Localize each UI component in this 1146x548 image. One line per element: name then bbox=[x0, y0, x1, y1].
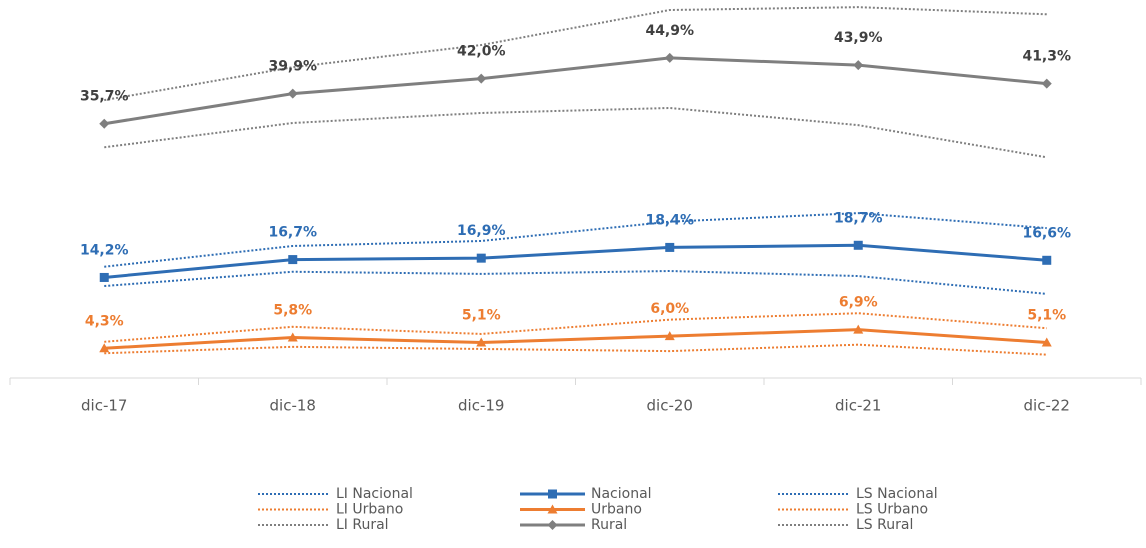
marker bbox=[476, 253, 486, 263]
x-tick-label: dic-19 bbox=[458, 397, 504, 415]
marker bbox=[99, 343, 110, 353]
legend-label: Nacional bbox=[591, 486, 652, 502]
legend-label: LI Nacional bbox=[336, 486, 413, 502]
data-label: 16,7% bbox=[268, 225, 317, 241]
data-label: 43,9% bbox=[834, 30, 883, 46]
data-label: 5,1% bbox=[1027, 308, 1066, 324]
series-line bbox=[104, 243, 1047, 279]
bound-line bbox=[104, 106, 1047, 159]
data-label: 14,2% bbox=[80, 242, 129, 258]
marker bbox=[1042, 255, 1052, 265]
data-label: 35,7% bbox=[80, 89, 129, 105]
data-label: 18,4% bbox=[645, 212, 694, 228]
bound-line bbox=[104, 343, 1047, 356]
marker bbox=[1041, 337, 1052, 347]
x-tick-label: dic-20 bbox=[647, 397, 693, 415]
data-label: 16,9% bbox=[457, 223, 506, 239]
data-label: 6,0% bbox=[650, 301, 689, 317]
bound-line bbox=[104, 212, 1047, 268]
legend-label: LS Urbano bbox=[856, 502, 928, 518]
marker bbox=[99, 272, 109, 282]
legend-label: LI Urbano bbox=[336, 502, 403, 518]
x-tick-label: dic-21 bbox=[835, 397, 881, 415]
marker bbox=[99, 118, 110, 129]
marker bbox=[476, 73, 487, 84]
marker bbox=[288, 255, 298, 265]
legend-label: LS Nacional bbox=[856, 486, 938, 502]
marker bbox=[287, 332, 298, 342]
x-tick-label: dic-17 bbox=[81, 397, 127, 415]
legend-label: Urbano bbox=[591, 502, 642, 518]
legend-label: LI Rural bbox=[336, 517, 389, 533]
data-label: 44,9% bbox=[645, 23, 694, 39]
marker bbox=[853, 324, 864, 334]
marker bbox=[664, 52, 675, 63]
marker bbox=[664, 331, 675, 341]
data-label: 18,7% bbox=[834, 210, 883, 226]
legend-label: LS Rural bbox=[856, 517, 913, 533]
data-label: 6,9% bbox=[839, 295, 878, 311]
x-tick-label: dic-18 bbox=[270, 397, 316, 415]
legend-label: Rural bbox=[591, 517, 627, 533]
marker bbox=[853, 240, 863, 250]
marker bbox=[853, 60, 864, 71]
marker bbox=[287, 88, 298, 99]
marker bbox=[665, 242, 675, 252]
series-line bbox=[104, 328, 1047, 350]
data-label: 39,9% bbox=[268, 59, 317, 75]
x-tick-label: dic-22 bbox=[1024, 397, 1070, 415]
marker bbox=[476, 337, 487, 347]
bound-line bbox=[104, 6, 1047, 102]
data-label: 42,0% bbox=[457, 44, 506, 60]
data-label: 16,6% bbox=[1022, 225, 1071, 241]
data-label: 5,1% bbox=[462, 308, 501, 324]
marker bbox=[548, 489, 557, 499]
marker bbox=[1041, 78, 1052, 89]
data-label: 41,3% bbox=[1022, 49, 1071, 65]
bound-line bbox=[104, 270, 1047, 295]
series-line bbox=[104, 56, 1047, 126]
bound-line bbox=[104, 312, 1047, 343]
data-label: 4,3% bbox=[85, 313, 124, 329]
marker bbox=[547, 504, 558, 514]
marker bbox=[547, 520, 558, 530]
data-label: 5,8% bbox=[273, 303, 312, 319]
